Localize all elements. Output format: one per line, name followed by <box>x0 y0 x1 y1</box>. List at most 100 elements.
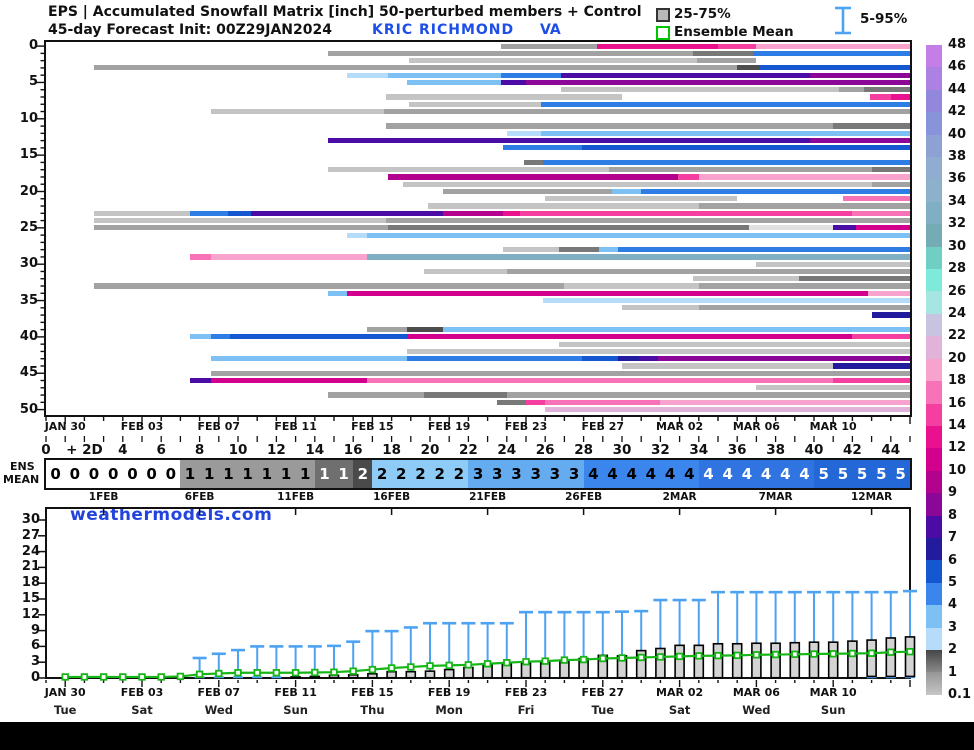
ensemble-mean-marker <box>349 667 357 675</box>
ens-mean-cell: 2 <box>430 460 450 488</box>
member-row-bar-segment <box>852 210 910 216</box>
member-row-bar-segment <box>618 356 640 362</box>
matrix-y-label: 20 <box>19 183 38 199</box>
member-row-bar-segment <box>251 210 444 216</box>
box-25-75 <box>770 642 781 679</box>
ens-mean-cell: 3 <box>468 460 488 488</box>
day-axis-label: + 2D <box>66 442 103 458</box>
member-row-bar-segment <box>612 188 642 195</box>
member-row-bar-segment <box>598 247 619 253</box>
weekday-label: Sun <box>283 703 308 717</box>
box-25-75 <box>443 668 455 679</box>
colorbar-band <box>926 201 942 225</box>
ensemble-mean-marker <box>119 673 127 681</box>
date-axis-label: MAR 10 <box>809 420 857 433</box>
colorbar-value-label: 0.1 <box>948 687 972 702</box>
ensemble-mean-marker <box>330 668 338 676</box>
box-25-75 <box>731 642 743 679</box>
colorbar-band <box>926 582 942 606</box>
box-25-75 <box>693 644 705 679</box>
plume-y-label: 21 <box>21 559 40 575</box>
box-25-75 <box>463 666 474 679</box>
member-row-bar-segment <box>211 334 231 340</box>
ensemble-mean-marker <box>810 650 818 658</box>
box-25-75 <box>424 670 436 679</box>
weekday-label: Sat <box>131 703 153 717</box>
colorbar-value-label: 7 <box>948 530 958 546</box>
ensemble-mean-marker <box>368 665 377 674</box>
day-axis-label: 40 <box>804 442 824 458</box>
member-row-bar-segment <box>190 377 212 384</box>
colorbar-band <box>926 291 942 314</box>
member-row-bar-segment <box>871 167 910 173</box>
member-row-bar-segment <box>564 283 699 289</box>
ens-mean-cell: 4 <box>660 460 680 488</box>
ens-mean-label-2: MEAN <box>3 473 40 486</box>
day-axis-label: 30 <box>612 442 632 458</box>
member-row-bar-segment <box>526 399 546 405</box>
member-row-bar-segment <box>406 348 910 355</box>
ensemble-mean-marker <box>829 650 837 658</box>
colorbar-value-label: 40 <box>948 126 967 142</box>
member-row-bar-segment <box>94 65 738 71</box>
member-row-bar-segment <box>560 87 839 93</box>
ensemble-mean-marker <box>483 660 492 668</box>
member-row-bar-segment <box>756 43 910 49</box>
day-axis-label: 18 <box>382 442 401 458</box>
ens-mean-cell: 0 <box>122 460 143 488</box>
box-25-75 <box>501 662 513 679</box>
member-row-bar-segment <box>842 196 910 202</box>
member-row-bar-segment <box>581 356 619 362</box>
box-25-75 <box>655 647 666 679</box>
ens-mean-cell: 1 <box>334 460 354 488</box>
colorbar-band <box>926 560 942 583</box>
ens-mean-label-1: ENS <box>10 460 35 473</box>
colorbar-value-label: 26 <box>948 283 967 299</box>
member-row-bar-segment <box>347 72 388 78</box>
ens-mean-cell: 4 <box>641 460 661 488</box>
date-axis-label: MAR 02 <box>656 420 704 433</box>
ens-mean-cell: 2 <box>391 460 411 488</box>
ensemble-mean-marker <box>599 654 607 663</box>
member-row-bar-segment <box>608 167 872 173</box>
box-25-75 <box>904 636 916 678</box>
legend-whisker-label: 5-95% <box>860 11 908 27</box>
bottom-black-bar <box>0 722 974 750</box>
colorbar-band <box>926 425 942 449</box>
plume-date-label: FEB 03 <box>120 686 164 699</box>
ens-mean-cell: 0 <box>103 460 123 488</box>
day-axis-label: 14 <box>305 442 325 458</box>
member-row-bar-segment <box>406 327 444 333</box>
ens-mean-cell: 1 <box>218 460 239 488</box>
member-row-bar-segment <box>211 377 367 384</box>
ensemble-mean-marker <box>195 670 204 679</box>
member-row-bar-segment <box>366 254 910 260</box>
ensemble-mean-marker <box>426 662 434 670</box>
plume-y-label: 0 <box>30 670 40 685</box>
day-axis-label: 34 <box>689 442 709 458</box>
strip-date-label: 1FEB <box>88 491 119 503</box>
box-25-75 <box>789 641 801 679</box>
member-row-bar-segment <box>798 276 910 282</box>
colorbar-value-label: 2 <box>948 642 958 658</box>
member-row-bar-segment <box>228 210 252 216</box>
ensemble-mean-marker <box>906 647 914 656</box>
ens-mean-cell: 1 <box>314 460 335 488</box>
member-row-bar-segment <box>639 356 659 362</box>
member-row-bar-segment <box>190 334 212 340</box>
date-axis-label: FEB 19 <box>427 420 471 433</box>
ens-mean-cell: 2 <box>410 460 431 488</box>
member-row-bar-segment <box>347 232 367 238</box>
member-row-bar-segment <box>406 79 502 86</box>
matrix-y-label: 0 <box>28 38 38 54</box>
ens-mean-cell: 0 <box>46 460 66 488</box>
member-row-bar-segment <box>506 268 910 275</box>
member-row-bar-segment <box>622 363 834 369</box>
box-25-75 <box>482 663 493 679</box>
colorbar-band <box>926 112 942 135</box>
weekday-label: Sat <box>668 703 691 717</box>
member-row-bar-segment <box>502 145 582 151</box>
ensemble-mean-marker <box>503 659 511 667</box>
matrix-y-label: 30 <box>19 256 38 272</box>
